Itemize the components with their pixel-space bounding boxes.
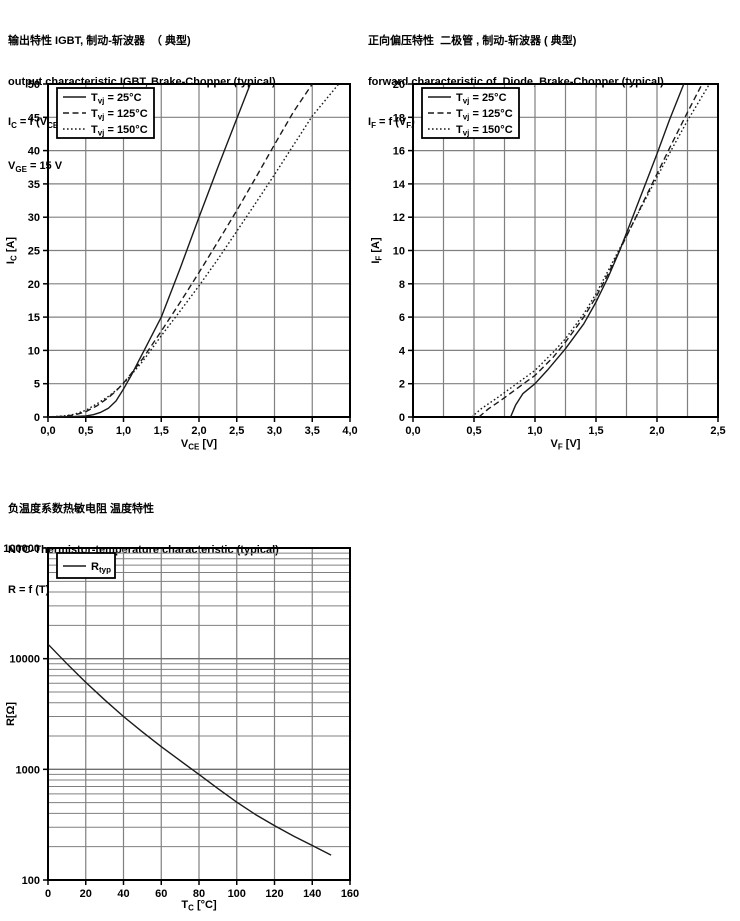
svg-text:0,5: 0,5 [78,425,93,437]
svg-text:20: 20 [393,79,405,91]
ntc-title-block: 负温度系数热敏电阻 温度特性 NTC-Thermistor-temperatur… [8,476,279,625]
svg-text:0: 0 [45,888,51,900]
svg-text:TC​ [°C]: TC​ [°C] [181,899,217,913]
svg-text:0: 0 [34,412,40,424]
svg-text:16: 16 [393,146,405,158]
diode-forward-title-cn: 正向偏压特性 二极管 , 制动-斩波器 ( 典型) [368,35,577,47]
svg-text:100: 100 [228,888,246,900]
svg-text:20: 20 [28,279,40,291]
svg-text:1,5: 1,5 [588,425,603,437]
svg-text:2,5: 2,5 [229,425,244,437]
svg-text:Tvj​ = 150°C: Tvj​ = 150°C [456,124,513,138]
ntc-formula: R = f (T) [8,584,50,596]
svg-text:50: 50 [28,79,40,91]
svg-text:Tvj​ = 25°C: Tvj​ = 25°C [91,92,142,106]
svg-text:5: 5 [34,379,40,391]
svg-text:Rtyp​: Rtyp​ [91,561,111,575]
svg-text:2: 2 [399,379,405,391]
svg-text:160: 160 [341,888,359,900]
svg-text:20: 20 [80,888,92,900]
ntc-chart: 0 20 40 60 80 100 120 140 160 100 1000 10000 100000 T… [3,543,359,913]
svg-text:14: 14 [393,179,406,191]
svg-text:18: 18 [393,112,405,124]
svg-text:4: 4 [399,345,406,357]
svg-text:60: 60 [155,888,167,900]
svg-text:0,0: 0,0 [40,425,55,437]
svg-text:1000: 1000 [16,764,40,776]
svg-text:VCE​ [V]: VCE​ [V] [181,438,218,452]
svg-text:3,0: 3,0 [267,425,282,437]
svg-text:0,0: 0,0 [405,425,420,437]
svg-text:Tvj​ = 125°C: Tvj​ = 125°C [456,108,513,122]
svg-text:15: 15 [28,312,40,324]
svg-text:1,0: 1,0 [116,425,131,437]
svg-text:VF​ [V]: VF​ [V] [551,438,581,452]
svg-text:25: 25 [28,246,40,258]
svg-text:140: 140 [303,888,321,900]
igbt-output-title-cn: 输出特性 IGBT, 制动-斩波器 （ 典型) [8,35,191,47]
svg-text:12: 12 [393,212,405,224]
svg-text:10000: 10000 [9,654,40,666]
svg-text:35: 35 [28,179,40,191]
svg-text:R[Ω]: R[Ω] [5,702,17,726]
svg-text:80: 80 [193,888,205,900]
svg-text:Tvj​ = 150°C: Tvj​ = 150°C [91,124,148,138]
svg-text:IC​ [A]: IC​ [A] [5,237,19,265]
svg-text:45: 45 [28,112,40,124]
svg-text:2,0: 2,0 [649,425,664,437]
svg-text:Tvj​ = 125°C: Tvj​ = 125°C [91,108,148,122]
svg-text:1,0: 1,0 [527,425,542,437]
svg-text:10: 10 [28,345,40,357]
svg-text:40: 40 [28,146,40,158]
svg-text:0,5: 0,5 [466,425,481,437]
ntc-title-en: NTC-Thermistor-temperature characteristi… [8,543,279,556]
svg-text:120: 120 [265,888,283,900]
diode-forward-chart: 0,0 0,5 1,0 1,5 2,0 2,5 0 2 4 6 8 10 12 14 16 18 20 VF​ [… [370,79,726,452]
svg-text:4,0: 4,0 [342,425,357,437]
svg-text:6: 6 [399,312,405,324]
svg-text:40: 40 [117,888,129,900]
ntc-title-cn: 负温度系数热敏电阻 温度特性 [8,503,155,515]
svg-text:0: 0 [399,412,405,424]
svg-text:2,5: 2,5 [710,425,725,437]
svg-text:2,0: 2,0 [191,425,206,437]
svg-text:100: 100 [22,875,40,887]
svg-text:IF​ [A]: IF​ [A] [370,237,384,264]
svg-text:100000: 100000 [3,543,40,555]
svg-text:3,5: 3,5 [305,425,320,437]
svg-text:Tvj​ = 25°C: Tvj​ = 25°C [456,92,507,106]
svg-text:1,5: 1,5 [154,425,169,437]
svg-text:30: 30 [28,212,40,224]
igbt-output-chart: 0,0 0,5 1,0 1,5 2,0 2,5 3,0 3,5 4,0 0 5 10 15 20 25 30 3… [5,79,358,452]
svg-text:10: 10 [393,246,405,258]
svg-text:8: 8 [399,279,405,291]
